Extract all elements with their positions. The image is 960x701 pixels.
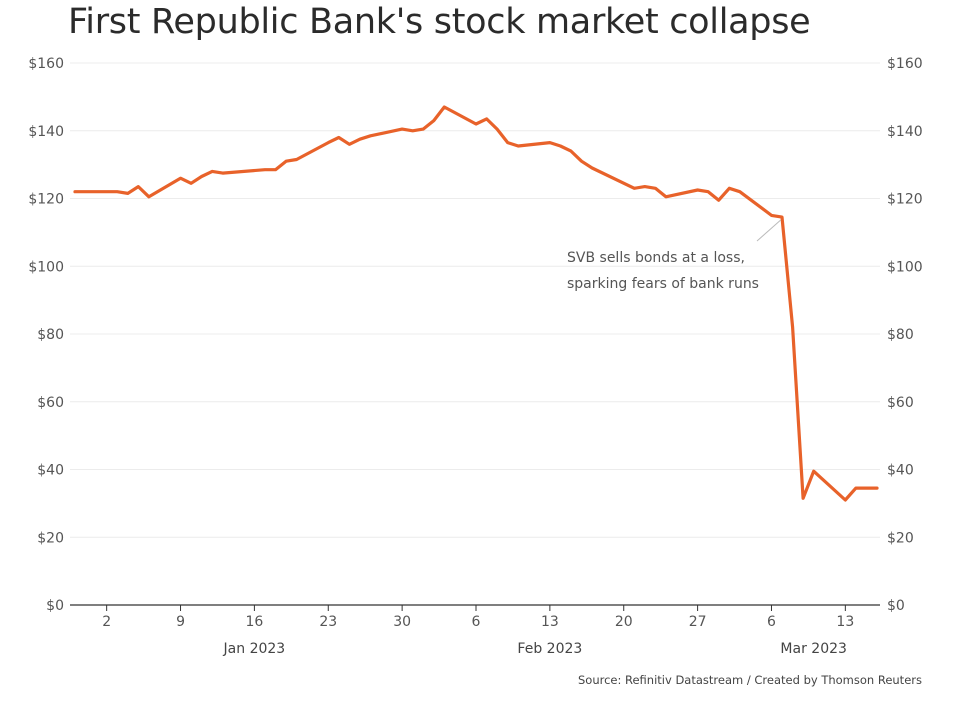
series-line [73, 105, 879, 502]
annotation-text: SVB sells bonds at a loss, [567, 250, 745, 266]
y-tick-label-left: $0 [46, 598, 64, 614]
x-tick-label: 16 [245, 614, 263, 630]
chart-title: First Republic Bank's stock market colla… [68, 2, 811, 42]
y-tick-label-left: $100 [28, 259, 64, 275]
x-tick-label: 6 [767, 614, 776, 630]
x-axis: 2 9 16 23 30 6 13 20 27 6 13 Jan 2023 Feb 2023 Mar 20… [70, 604, 880, 657]
y-tick-label-right: $20 [887, 530, 914, 546]
y-tick-label-left: $20 [37, 530, 64, 546]
x-period-label: Jan 2023 [223, 641, 286, 657]
y-tick-label-left: $80 [37, 327, 64, 343]
series-layer [73, 105, 879, 502]
source-note: Source: Refinitiv Datastream / Created b… [578, 673, 922, 687]
y-tick-label-right: $160 [887, 56, 923, 72]
x-tick-label: 9 [176, 614, 185, 630]
y-tick-label-left: $160 [28, 56, 64, 72]
y-tick-label-left: $140 [28, 124, 64, 140]
y-tick-label-left: $120 [28, 192, 64, 208]
y-tick-label-left: $40 [37, 463, 64, 479]
gridlines [70, 62, 880, 538]
y-tick-label-right: $60 [887, 395, 914, 411]
annotation-leader-line [756, 219, 781, 242]
x-tick-label: 30 [393, 614, 411, 630]
x-tick-label: 27 [689, 614, 707, 630]
x-tick-label: 2 [102, 614, 111, 630]
y-tick-label-left: $60 [37, 395, 64, 411]
x-tick-label: 6 [472, 614, 481, 630]
y-tick-label-right: $140 [887, 124, 923, 140]
x-period-label: Feb 2023 [517, 641, 582, 657]
y-tick-label-right: $0 [887, 598, 905, 614]
x-period-label: Mar 2023 [780, 641, 847, 657]
x-tick-label: 20 [615, 614, 633, 630]
x-tick-label: 23 [319, 614, 337, 630]
annotation-text: sparking fears of bank runs [567, 276, 759, 292]
y-tick-label-right: $120 [887, 192, 923, 208]
y-axis-right: $0 $20 $40 $60 $80 $100 $120 $140 $160 [887, 56, 923, 614]
annotation: SVB sells bonds at a loss, sparking fears… [567, 219, 781, 292]
y-axis-left: $0 $20 $40 $60 $80 $100 $120 $140 $160 [28, 56, 64, 614]
x-tick-label: 13 [541, 614, 559, 630]
y-tick-label-right: $80 [887, 327, 914, 343]
x-tick-label: 13 [836, 614, 854, 630]
y-tick-label-right: $40 [887, 463, 914, 479]
y-tick-label-right: $100 [887, 259, 923, 275]
